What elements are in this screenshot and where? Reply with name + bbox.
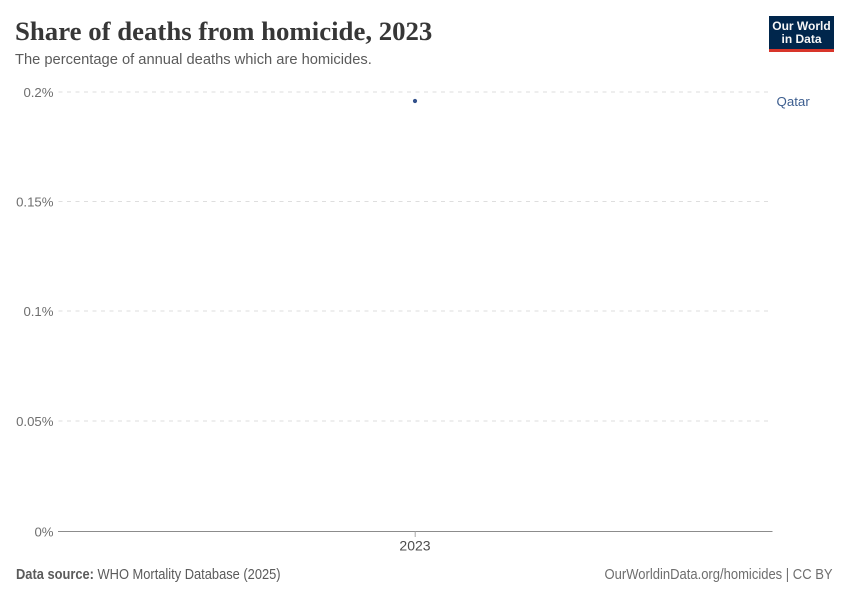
svg-text:0.1%: 0.1%	[23, 304, 53, 319]
svg-text:Qatar: Qatar	[777, 94, 811, 109]
svg-text:0.15%: 0.15%	[16, 195, 54, 210]
svg-text:2023: 2023	[399, 538, 430, 554]
svg-text:0.2%: 0.2%	[23, 85, 53, 100]
svg-text:0%: 0%	[34, 525, 53, 540]
svg-text:0.05%: 0.05%	[16, 414, 54, 429]
